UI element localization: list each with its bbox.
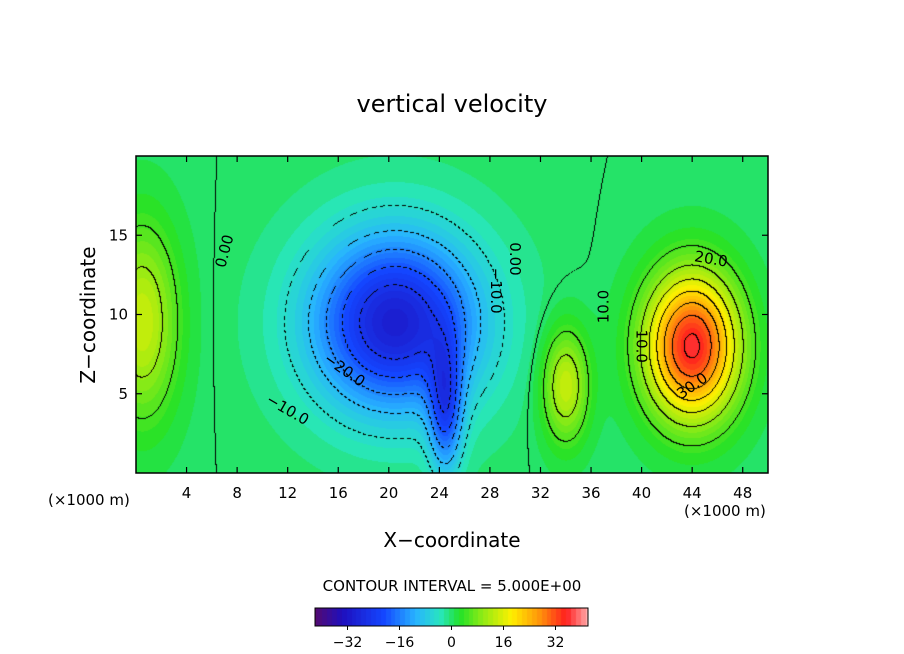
y-axis-label: Z−coordinate <box>76 246 100 383</box>
x-tick-label: 44 <box>683 484 702 502</box>
contour-label: 20.0 <box>693 247 729 271</box>
x-tick-label: 8 <box>232 484 242 502</box>
colorbar-tick-label: 32 <box>547 635 565 651</box>
x-tick-label: 12 <box>278 484 297 502</box>
x-axis: 4 8 12 16 20 24 28 32 36 40 44 48 <box>182 156 752 502</box>
contour-label: 0.00 <box>506 242 524 275</box>
contour-fill <box>136 156 768 473</box>
y-tick-label: 5 <box>118 385 128 403</box>
colorbar-tick-label: −32 <box>333 635 363 651</box>
contour-label: 10.0 <box>633 329 651 362</box>
x-tick-label: 36 <box>581 484 600 502</box>
x-unit-right: (×1000 m) <box>684 502 766 520</box>
x-tick-label: 4 <box>182 484 192 502</box>
x-tick-label: 28 <box>480 484 499 502</box>
y-tick-label: 15 <box>109 226 128 244</box>
y-tick-label: 10 <box>109 306 128 324</box>
y-axis: 5 10 15 <box>109 226 768 403</box>
contour-label: 10.0 <box>595 290 613 323</box>
x-tick-label: 48 <box>733 484 752 502</box>
x-axis-label: X−coordinate <box>383 528 520 552</box>
x-unit-left: (×1000 m) <box>48 491 130 509</box>
colorbar-tick-label: −16 <box>385 635 415 651</box>
x-tick-label: 20 <box>379 484 398 502</box>
plot-area: 0.00 0.00−10.0−20.0−10.010.010.020.030.0 <box>135 155 769 474</box>
contour-interval-text: CONTOUR INTERVAL = 5.000E+00 <box>323 577 582 595</box>
colorbar-tick-label: 16 <box>495 635 513 651</box>
contour-label: −10.0 <box>487 268 505 314</box>
x-tick-label: 40 <box>632 484 651 502</box>
x-tick-label: 32 <box>531 484 550 502</box>
colorbar-tick-label: 0 <box>447 635 456 651</box>
x-tick-label: 24 <box>430 484 449 502</box>
colorbar-ticks: −32 −16 0 16 32 <box>333 626 565 651</box>
colorbar-gradient <box>315 608 588 626</box>
x-tick-label: 16 <box>329 484 348 502</box>
chart-title: vertical velocity <box>357 90 548 118</box>
colorbar: −32 −16 0 16 32 <box>314 607 589 651</box>
